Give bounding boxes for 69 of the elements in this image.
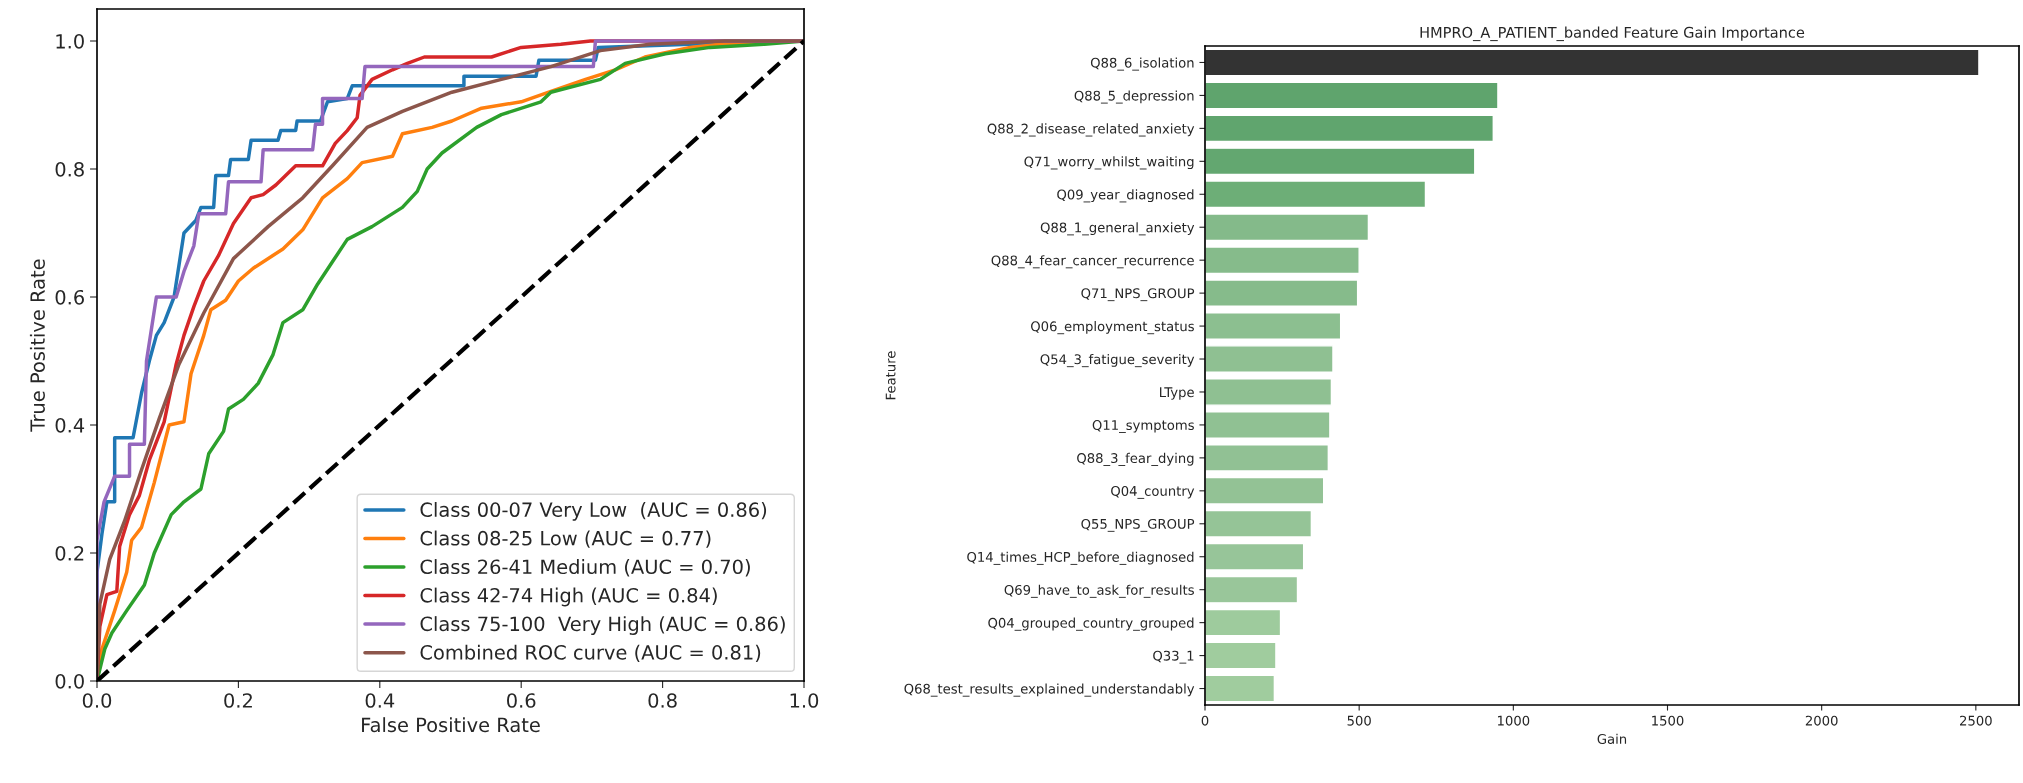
- bar: [1205, 608, 1282, 637]
- y-tick-label: Q14_times_HCP_before_diagnosed: [967, 551, 1194, 565]
- y-tick-label: Q88_3_fear_dying: [1077, 452, 1194, 466]
- x-tick-label: 2000: [1805, 715, 1838, 726]
- x-tick-label: 0.4: [365, 693, 395, 708]
- legend-label: Class 00-07 Very Low (AUC = 0.86): [420, 501, 767, 521]
- y-tick-label: Q55_NPS_GROUP: [1081, 518, 1195, 532]
- bar: [1205, 312, 1342, 340]
- legend-label: Class 08-25 Low (AUC = 0.77): [420, 530, 711, 548]
- x-tick-label: 500: [1347, 715, 1371, 726]
- y-tick-label: Q71_worry_whilst_waiting: [1024, 156, 1194, 170]
- legend-label: Class 26-41 Medium (AUC = 0.70): [420, 559, 750, 577]
- y-tick-label: Q04_grouped_country_grouped: [988, 617, 1194, 631]
- bar: [1205, 345, 1334, 373]
- x-tick-label: 1500: [1652, 715, 1684, 726]
- bar: [1205, 674, 1276, 703]
- y-tick-label: 0.8: [55, 161, 84, 177]
- y-tick-label: Q88_1_general_anxiety: [1040, 222, 1195, 236]
- y-tick-label: Q88_4_fear_cancer_recurrence: [991, 255, 1194, 269]
- y-tick-label: Q09_year_diagnosed: [1057, 189, 1194, 203]
- x-tick-label: 0: [1201, 715, 1209, 726]
- y-tick-label: Q06_employment_status: [1031, 321, 1194, 335]
- legend-label: Class 75-100 Very High (AUC = 0.86): [420, 616, 785, 635]
- y-tick-label: Q04_country: [1111, 485, 1195, 499]
- x-axis-title: False Positive Rate: [362, 717, 540, 733]
- y-tick-label: Q33_1: [1153, 650, 1194, 664]
- y-tick-label: Q68_test_results_explained_understandably: [904, 683, 1195, 697]
- y-tick-label: Q88_5_depression: [1074, 90, 1194, 104]
- bar: [1205, 147, 1476, 176]
- x-tick-label: 1.0: [790, 693, 819, 708]
- bar: [1205, 378, 1333, 406]
- chart-title: HMPRO_A_PATIENT_banded Feature Gain Importance: [1420, 26, 1805, 42]
- y-tick-label: Q71_NPS_GROUP: [1081, 288, 1195, 302]
- x-tick-label: 0.6: [507, 693, 536, 708]
- y-tick-label: Q88_6_isolation: [1090, 57, 1194, 71]
- bar: [1205, 476, 1325, 505]
- y-axis-title: Feature: [885, 351, 896, 400]
- y-tick-label: 0.2: [55, 545, 84, 561]
- bar: [1205, 48, 1980, 77]
- y-tick-label: 1.0: [56, 33, 84, 49]
- y-tick-label: 0.6: [55, 289, 84, 305]
- x-tick-label: 1000: [1497, 715, 1530, 726]
- bar: [1205, 443, 1330, 472]
- y-tick-label: Q11_symptoms: [1092, 420, 1194, 433]
- x-tick-label: 0.8: [648, 693, 677, 708]
- y-tick-label: 0.4: [55, 417, 85, 433]
- bar: [1205, 213, 1370, 242]
- y-tick-label: Q88_2_disease_related_anxiety: [987, 123, 1195, 137]
- x-tick-label: 2500: [1960, 715, 1992, 726]
- x-axis-title: Gain: [1597, 733, 1627, 744]
- bar: [1205, 542, 1305, 571]
- bar: [1205, 246, 1360, 275]
- x-tick-label: 0.2: [224, 693, 252, 708]
- bar: [1205, 81, 1499, 110]
- y-tick-label: Q69_have_to_ask_for_results: [1004, 584, 1194, 598]
- bar: [1205, 279, 1359, 307]
- bar: [1205, 575, 1299, 604]
- legend-label: Combined ROC curve (AUC = 0.81): [420, 644, 761, 663]
- y-axis-title: True Positive Rate: [29, 259, 45, 432]
- bar: [1205, 411, 1331, 439]
- bar: [1205, 180, 1427, 209]
- legend-label: Class 42-74 High (AUC = 0.84): [420, 587, 717, 607]
- y-tick-label: Q54_3_fatigue_severity: [1040, 354, 1195, 368]
- bar: [1205, 641, 1277, 670]
- bar: [1205, 509, 1313, 538]
- y-tick-label: 0.0: [55, 673, 84, 689]
- x-tick-label: 0.0: [82, 693, 112, 708]
- y-tick-label: LType: [1160, 387, 1194, 400]
- bar: [1205, 114, 1494, 143]
